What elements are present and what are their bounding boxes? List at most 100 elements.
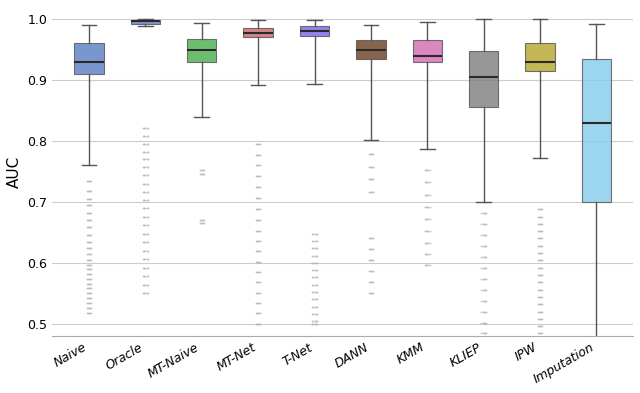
Point (367, 163, 377, 170)
Point (477, 286, 488, 293)
Point (255, 248, 266, 254)
Point (252, 206, 262, 212)
Point (536, 242, 547, 249)
Point (86, 295, 97, 301)
Point (364, 290, 374, 296)
Point (532, 316, 543, 322)
Point (83, 217, 93, 223)
Point (84, 295, 94, 301)
Point (479, 342, 489, 348)
Point (312, 267, 322, 273)
Point (476, 320, 486, 326)
Point (139, 156, 149, 162)
Point (82, 290, 92, 296)
Point (312, 303, 322, 310)
Point (421, 216, 431, 222)
Point (139, 133, 149, 139)
PathPatch shape (469, 51, 499, 107)
Point (198, 171, 208, 177)
Y-axis label: AUC: AUC (7, 155, 22, 187)
Point (365, 290, 375, 296)
Point (479, 231, 489, 238)
Point (309, 318, 319, 325)
Point (85, 224, 95, 231)
Point (252, 269, 262, 275)
Point (143, 264, 153, 271)
Point (422, 240, 433, 246)
Point (532, 301, 543, 307)
Point (141, 188, 152, 195)
Point (309, 321, 319, 327)
Point (140, 205, 150, 211)
Point (367, 151, 377, 158)
Point (83, 244, 93, 251)
Point (420, 216, 430, 222)
Point (85, 244, 95, 251)
Point (536, 228, 547, 234)
Point (368, 246, 378, 253)
Point (312, 311, 322, 317)
Point (82, 177, 92, 184)
Point (481, 264, 491, 271)
Point (251, 152, 261, 158)
Point (534, 338, 544, 344)
Point (138, 290, 148, 296)
Point (253, 141, 263, 147)
Point (139, 180, 149, 187)
Point (140, 188, 150, 195)
Point (253, 248, 263, 254)
Point (423, 204, 433, 210)
Point (535, 301, 545, 307)
Point (253, 279, 263, 285)
Point (254, 152, 264, 158)
Point (535, 279, 545, 285)
Point (537, 316, 547, 322)
Point (255, 300, 266, 306)
Point (252, 321, 262, 327)
Point (196, 167, 207, 173)
Point (84, 188, 94, 194)
Point (312, 252, 322, 259)
Point (309, 238, 319, 244)
Point (252, 238, 262, 244)
Point (141, 256, 152, 262)
Point (255, 173, 266, 180)
Point (307, 303, 317, 310)
Point (308, 230, 319, 237)
Point (479, 286, 490, 293)
Point (139, 205, 149, 211)
Point (479, 298, 490, 304)
Point (365, 279, 375, 285)
Point (139, 273, 149, 279)
Point (83, 280, 93, 286)
Point (366, 176, 376, 182)
Point (365, 268, 375, 274)
Point (534, 272, 544, 278)
Point (532, 279, 543, 285)
Point (365, 235, 375, 242)
Point (255, 321, 266, 327)
Point (140, 125, 150, 131)
Point (536, 213, 547, 220)
Point (422, 204, 433, 210)
Point (83, 251, 93, 257)
Point (536, 272, 547, 278)
Point (534, 279, 544, 285)
Point (532, 242, 543, 249)
Point (254, 248, 264, 254)
Point (421, 204, 431, 210)
Point (254, 310, 264, 316)
Point (307, 311, 317, 317)
Point (479, 231, 490, 238)
Point (532, 257, 543, 264)
Point (85, 257, 95, 263)
Point (252, 184, 262, 191)
Point (86, 261, 97, 268)
Point (536, 323, 547, 329)
Point (140, 248, 150, 254)
Point (139, 222, 149, 228)
Point (312, 238, 322, 244)
Point (420, 191, 430, 198)
Point (82, 244, 92, 251)
Point (139, 256, 149, 262)
